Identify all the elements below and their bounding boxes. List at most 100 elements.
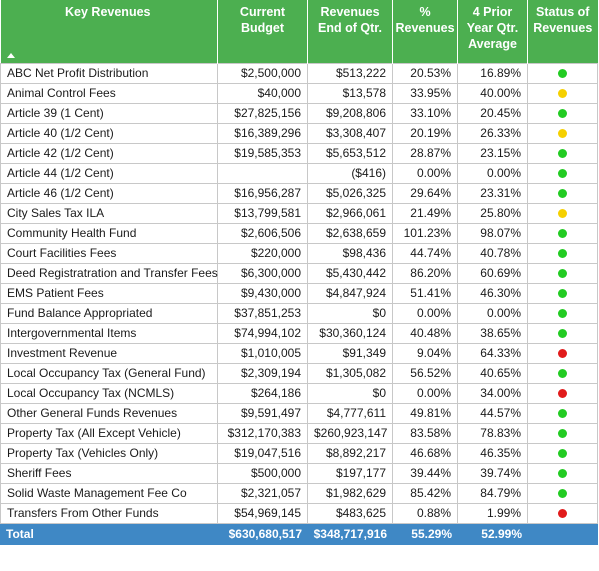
percent-revenues-cell: 101.23% xyxy=(392,222,458,244)
current-budget-cell: $2,309,194 xyxy=(217,362,308,384)
percent-revenues-cell: 40.48% xyxy=(392,322,458,344)
status-indicator-icon xyxy=(558,429,567,439)
revenues-end-of-qtr-cell: $8,892,217 xyxy=(307,442,393,464)
status-cell xyxy=(527,282,598,304)
current-budget-cell: $13,799,581 xyxy=(217,202,308,224)
table-row[interactable]: Intergovernmental Items $74,994,102 $30,36… xyxy=(0,322,598,344)
percent-revenues-cell: 0.88% xyxy=(392,502,458,524)
column-header-percent-revenues[interactable]: % Revenues xyxy=(392,0,458,63)
revenues-end-of-qtr-cell: $5,026,325 xyxy=(307,182,393,204)
prior-year-average-cell: 39.74% xyxy=(457,462,528,484)
percent-revenues-cell: 33.10% xyxy=(392,102,458,124)
current-budget-cell: $9,430,000 xyxy=(217,282,308,304)
table-row[interactable]: Article 44 (1/2 Cent) ($416) 0.00% 0.00% xyxy=(0,162,598,184)
current-budget-cell: $40,000 xyxy=(217,82,308,104)
status-cell xyxy=(527,222,598,244)
table-row[interactable]: Article 42 (1/2 Cent) $19,585,353 $5,653,5… xyxy=(0,142,598,164)
column-header-current-budget[interactable]: Current Budget xyxy=(217,0,308,63)
revenue-name-cell: ABC Net Profit Distribution xyxy=(0,62,218,84)
revenues-end-of-qtr-cell: $3,308,407 xyxy=(307,122,393,144)
prior-year-average-cell: 0.00% xyxy=(457,302,528,324)
current-budget-cell: $16,389,296 xyxy=(217,122,308,144)
table-row[interactable]: City Sales Tax ILA $13,799,581 $2,966,061 2… xyxy=(0,202,598,224)
status-indicator-icon xyxy=(558,449,567,459)
status-cell xyxy=(527,182,598,204)
table-row[interactable]: Transfers From Other Funds $54,969,145 $48… xyxy=(0,502,598,524)
revenues-end-of-qtr-cell: $9,208,806 xyxy=(307,102,393,124)
sort-ascending-icon[interactable] xyxy=(6,52,15,58)
table-row[interactable]: Local Occupancy Tax (NCMLS) $264,186 $0 0.0… xyxy=(0,382,598,404)
prior-year-average-cell: 46.35% xyxy=(457,442,528,464)
table-row[interactable]: Article 39 (1 Cent) $27,825,156 $9,208,806… xyxy=(0,102,598,124)
table-row[interactable]: Solid Waste Management Fee Co $2,321,057 $… xyxy=(0,482,598,504)
status-cell xyxy=(527,242,598,264)
status-cell xyxy=(527,382,598,404)
percent-revenues-cell: 39.44% xyxy=(392,462,458,484)
total-label: Total xyxy=(0,522,218,545)
current-budget-cell: $54,969,145 xyxy=(217,502,308,524)
total-revenues: $348,717,916 xyxy=(307,522,393,545)
table-row[interactable]: Deed Registratration and Transfer Fees $6… xyxy=(0,262,598,284)
status-indicator-icon xyxy=(558,169,567,179)
revenues-end-of-qtr-cell: $4,777,611 xyxy=(307,402,393,424)
status-indicator-icon xyxy=(558,209,567,219)
table-row[interactable]: Property Tax (All Except Vehicle) $312,17… xyxy=(0,422,598,444)
table-row[interactable]: Other General Funds Revenues $9,591,497 $4… xyxy=(0,402,598,424)
prior-year-average-cell: 84.79% xyxy=(457,482,528,504)
table-row[interactable]: ABC Net Profit Distribution $2,500,000 $51… xyxy=(0,62,598,84)
status-indicator-icon xyxy=(558,109,567,119)
table-row[interactable]: Article 40 (1/2 Cent) $16,389,296 $3,308,4… xyxy=(0,122,598,144)
percent-revenues-cell: 49.81% xyxy=(392,402,458,424)
revenue-name-cell: Local Occupancy Tax (NCMLS) xyxy=(0,382,218,404)
status-cell xyxy=(527,202,598,224)
table-row[interactable]: Community Health Fund $2,606,506 $2,638,65… xyxy=(0,222,598,244)
column-header-key-revenues[interactable]: Key Revenues xyxy=(0,0,218,63)
column-header-revenues-end-of-qtr[interactable]: Revenues End of Qtr. xyxy=(307,0,393,63)
percent-revenues-cell: 46.68% xyxy=(392,442,458,464)
revenues-end-of-qtr-cell: $30,360,124 xyxy=(307,322,393,344)
column-header-status-of-revenues[interactable]: Status of Revenues xyxy=(527,0,598,63)
prior-year-average-cell: 40.65% xyxy=(457,362,528,384)
table-row[interactable]: Sheriff Fees $500,000 $197,177 39.44% 39.74% xyxy=(0,462,598,484)
table-row[interactable]: Property Tax (Vehicles Only) $19,047,516 $… xyxy=(0,442,598,464)
status-cell xyxy=(527,462,598,484)
prior-year-average-cell: 40.00% xyxy=(457,82,528,104)
revenue-name-cell: Solid Waste Management Fee Co xyxy=(0,482,218,504)
revenue-name-cell: Intergovernmental Items xyxy=(0,322,218,344)
status-indicator-icon xyxy=(558,269,567,279)
revenues-end-of-qtr-cell: $5,430,442 xyxy=(307,262,393,284)
prior-year-average-cell: 1.99% xyxy=(457,502,528,524)
table-row[interactable]: Court Facilities Fees $220,000 $98,436 44.7… xyxy=(0,242,598,264)
prior-year-average-cell: 25.80% xyxy=(457,202,528,224)
status-cell xyxy=(527,142,598,164)
percent-revenues-cell: 85.42% xyxy=(392,482,458,504)
revenue-name-cell: Local Occupancy Tax (General Fund) xyxy=(0,362,218,384)
column-header-prior-year-average[interactable]: 4 Prior Year Qtr. Average xyxy=(457,0,528,63)
table-row[interactable]: EMS Patient Fees $9,430,000 $4,847,924 51.4… xyxy=(0,282,598,304)
table-row[interactable]: Article 46 (1/2 Cent) $16,956,287 $5,026,3… xyxy=(0,182,598,204)
current-budget-cell: $9,591,497 xyxy=(217,402,308,424)
prior-year-average-cell: 40.78% xyxy=(457,242,528,264)
revenues-end-of-qtr-cell: $483,625 xyxy=(307,502,393,524)
revenue-name-cell: Other General Funds Revenues xyxy=(0,402,218,424)
prior-year-average-cell: 60.69% xyxy=(457,262,528,284)
total-budget: $630,680,517 xyxy=(217,522,308,545)
current-budget-cell: $37,851,253 xyxy=(217,302,308,324)
prior-year-average-cell: 78.83% xyxy=(457,422,528,444)
revenue-name-cell: Investment Revenue xyxy=(0,342,218,364)
table-row[interactable]: Investment Revenue $1,010,005 $91,349 9.04%… xyxy=(0,342,598,364)
status-cell xyxy=(527,502,598,524)
total-prior-average: 52.99% xyxy=(457,522,528,545)
table-row[interactable]: Fund Balance Appropriated $37,851,253 $0 0.… xyxy=(0,302,598,324)
prior-year-average-cell: 0.00% xyxy=(457,162,528,184)
revenues-end-of-qtr-cell: $513,222 xyxy=(307,62,393,84)
revenue-name-cell: Article 44 (1/2 Cent) xyxy=(0,162,218,184)
status-cell xyxy=(527,322,598,344)
table-row[interactable]: Animal Control Fees $40,000 $13,578 33.95% 4… xyxy=(0,82,598,104)
table-row[interactable]: Local Occupancy Tax (General Fund) $2,309… xyxy=(0,362,598,384)
status-cell xyxy=(527,482,598,504)
percent-revenues-cell: 29.64% xyxy=(392,182,458,204)
prior-year-average-cell: 16.89% xyxy=(457,62,528,84)
revenue-name-cell: Community Health Fund xyxy=(0,222,218,244)
percent-revenues-cell: 0.00% xyxy=(392,302,458,324)
